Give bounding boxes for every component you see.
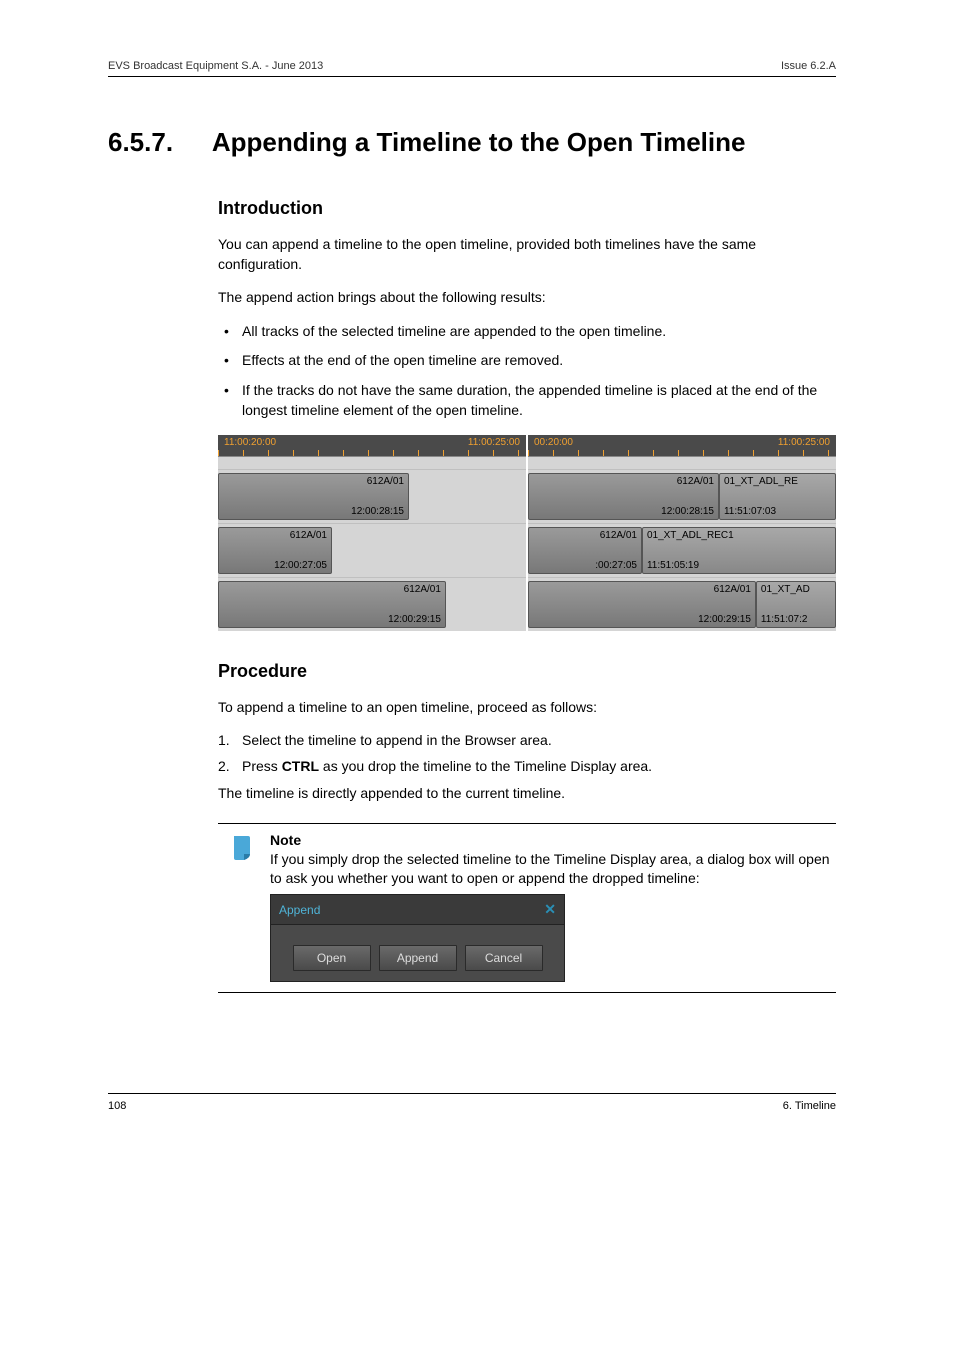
clip-timecode: 11:51:07:2 bbox=[761, 614, 808, 625]
bullet-item: Effects at the end of the open timeline … bbox=[218, 351, 836, 371]
dialog-title-text: Append bbox=[279, 903, 320, 917]
intro-bullets: All tracks of the selected timeline are … bbox=[218, 322, 836, 420]
timeline-track: 612A/01 12:00:28:15 bbox=[218, 469, 526, 523]
clip-timecode: 11:51:05:19 bbox=[647, 560, 699, 571]
note-title: Note bbox=[270, 832, 836, 848]
footer-chapter: 6. Timeline bbox=[783, 1100, 836, 1112]
timeline-figure: 11:00:20:00 11:00:25:00 612A/01 12:00:28:… bbox=[218, 435, 836, 631]
timeline-clip: 612A/01 12:00:28:15 bbox=[218, 473, 409, 520]
timeline-clip: 612A/01 12:00:27:05 bbox=[218, 527, 332, 574]
timeline-track: 612A/01 12:00:29:15 bbox=[218, 577, 526, 631]
procedure-p2: The timeline is directly appended to the… bbox=[218, 784, 836, 804]
page-footer: 108 6. Timeline bbox=[108, 1093, 836, 1112]
clip-timecode: :00:27:05 bbox=[595, 560, 637, 571]
intro-heading: Introduction bbox=[218, 198, 836, 219]
clip-name: 01_XT_ADL_REC1 bbox=[647, 530, 734, 541]
ruler-label: 11:00:20:00 bbox=[224, 437, 276, 448]
timeline-track: 612A/01 12:00:29:15 01_XT_AD 11:51:07:2 bbox=[528, 577, 836, 631]
procedure-p1: To append a timeline to an open timeline… bbox=[218, 698, 836, 718]
section-title: Appending a Timeline to the Open Timelin… bbox=[212, 127, 746, 157]
timeline-clip: 612A/01 12:00:29:15 bbox=[218, 581, 446, 628]
timeline-track: 612A/01 12:00:27:05 bbox=[218, 523, 526, 577]
clip-name: 01_XT_ADL_RE bbox=[724, 476, 798, 487]
timeline-clip: 612A/01 12:00:29:15 bbox=[528, 581, 756, 628]
timeline-ruler: 11:00:20:00 11:00:25:00 bbox=[218, 435, 526, 457]
section-heading: 6.5.7. Appending a Timeline to the Open … bbox=[108, 127, 836, 158]
clip-timecode: 12:00:27:05 bbox=[274, 560, 327, 571]
procedure-steps: Select the timeline to append in the Bro… bbox=[218, 732, 836, 774]
step-item: Press CTRL as you drop the timeline to t… bbox=[218, 758, 836, 774]
bullet-item: All tracks of the selected timeline are … bbox=[218, 322, 836, 342]
clip-name: 612A/01 bbox=[404, 584, 441, 595]
note-box: Note If you simply drop the selected tim… bbox=[218, 823, 836, 993]
clip-timecode: 12:00:29:15 bbox=[698, 614, 751, 625]
ruler-label: 11:00:25:00 bbox=[468, 437, 520, 448]
clip-name: 612A/01 bbox=[367, 476, 404, 487]
intro-p2: The append action brings about the follo… bbox=[218, 288, 836, 308]
note-text: If you simply drop the selected timeline… bbox=[270, 850, 836, 888]
procedure-heading: Procedure bbox=[218, 661, 836, 682]
clip-timecode: 12:00:28:15 bbox=[661, 506, 714, 517]
clip-name: 01_XT_AD bbox=[761, 584, 810, 595]
page-number: 108 bbox=[108, 1100, 126, 1112]
clip-name: 612A/01 bbox=[677, 476, 714, 487]
step-item: Select the timeline to append in the Bro… bbox=[218, 732, 836, 748]
clip-timecode: 11:51:07:03 bbox=[724, 506, 776, 517]
timeline-panel-left: 11:00:20:00 11:00:25:00 612A/01 12:00:28:… bbox=[218, 435, 526, 631]
page-header: EVS Broadcast Equipment S.A. - June 2013… bbox=[108, 60, 836, 77]
timeline-clip: 612A/01 12:00:28:15 bbox=[528, 473, 719, 520]
clip-name: 612A/01 bbox=[600, 530, 637, 541]
header-left: EVS Broadcast Equipment S.A. - June 2013 bbox=[108, 60, 323, 72]
timeline-panel-right: 00:20:00 11:00:25:00 612A/01 12:00:28:15 0… bbox=[528, 435, 836, 631]
header-right: Issue 6.2.A bbox=[781, 60, 836, 72]
clip-timecode: 12:00:28:15 bbox=[351, 506, 404, 517]
ruler-label: 00:20:00 bbox=[534, 437, 573, 448]
timeline-clip: 01_XT_ADL_REC1 11:51:05:19 bbox=[642, 527, 836, 574]
clip-timecode: 12:00:29:15 bbox=[388, 614, 441, 625]
section-number: 6.5.7. bbox=[108, 127, 208, 158]
timeline-clip: 612A/01 :00:27:05 bbox=[528, 527, 642, 574]
ruler-label: 11:00:25:00 bbox=[778, 437, 830, 448]
timeline-clip: 01_XT_AD 11:51:07:2 bbox=[756, 581, 836, 628]
clip-name: 612A/01 bbox=[714, 584, 751, 595]
close-icon[interactable]: ✕ bbox=[544, 901, 556, 918]
timeline-track: 612A/01 12:00:28:15 01_XT_ADL_RE 11:51:07:0… bbox=[528, 469, 836, 523]
intro-p1: You can append a timeline to the open ti… bbox=[218, 235, 836, 274]
timeline-clip: 01_XT_ADL_RE 11:51:07:03 bbox=[719, 473, 836, 520]
timeline-track: 612A/01 :00:27:05 01_XT_ADL_REC1 11:51:05:1… bbox=[528, 523, 836, 577]
timeline-ruler: 00:20:00 11:00:25:00 bbox=[528, 435, 836, 457]
append-button[interactable]: Append bbox=[379, 945, 457, 971]
note-icon bbox=[230, 834, 254, 862]
dialog-titlebar: Append ✕ bbox=[271, 895, 564, 925]
append-dialog: Append ✕ Open Append Cancel bbox=[270, 894, 565, 982]
clip-name: 612A/01 bbox=[290, 530, 327, 541]
open-button[interactable]: Open bbox=[293, 945, 371, 971]
cancel-button[interactable]: Cancel bbox=[465, 945, 543, 971]
bullet-item: If the tracks do not have the same durat… bbox=[218, 381, 836, 420]
